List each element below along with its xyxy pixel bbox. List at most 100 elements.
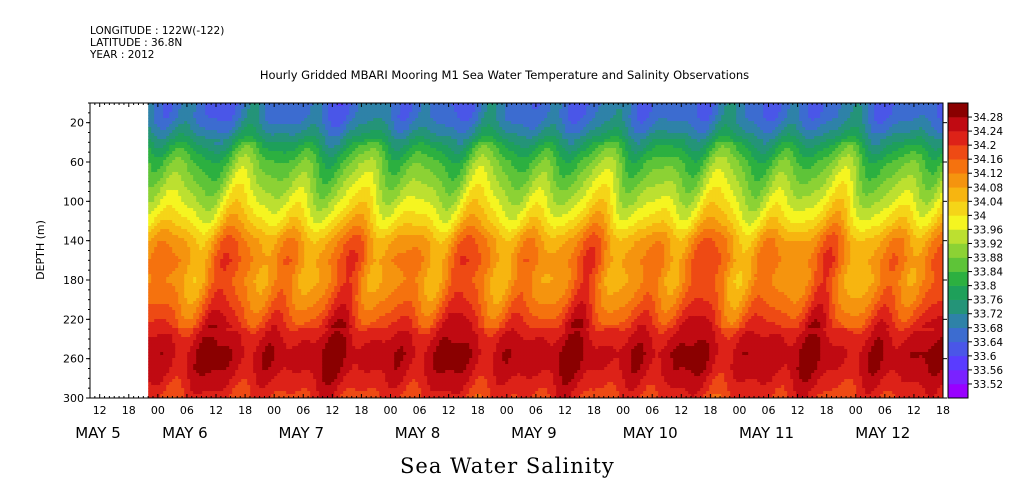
heatmap-cell [280, 331, 284, 335]
heatmap-cell [160, 178, 164, 182]
heatmap-cell [178, 205, 182, 209]
heatmap-cell [286, 214, 290, 218]
heatmap-cell [250, 256, 254, 260]
heatmap-cell [292, 331, 296, 335]
heatmap-cell [265, 133, 269, 137]
heatmap-cell [289, 370, 293, 374]
heatmap-cell [193, 166, 197, 170]
heatmap-cell [265, 256, 269, 260]
heatmap-cell [163, 367, 167, 371]
heatmap-cell [199, 313, 203, 317]
heatmap-cell [184, 349, 188, 353]
heatmap-cell [169, 148, 173, 152]
heatmap-cell [292, 115, 296, 119]
heatmap-cell [277, 232, 281, 236]
heatmap-cell [256, 373, 260, 377]
heatmap-cell [214, 319, 218, 323]
heatmap-cell [211, 139, 215, 143]
heatmap-cell [187, 160, 191, 164]
heatmap-cell [244, 199, 248, 203]
heatmap-cell [208, 196, 212, 200]
heatmap-cell [208, 220, 212, 224]
heatmap-cell [199, 379, 203, 383]
heatmap-cell [160, 151, 164, 155]
heatmap-cell [181, 187, 185, 191]
heatmap-cell [271, 190, 275, 194]
heatmap-cell [253, 349, 257, 353]
heatmap-cell [250, 325, 254, 329]
heatmap-cell [259, 166, 263, 170]
heatmap-cell [256, 247, 260, 251]
heatmap-cell [217, 172, 221, 176]
heatmap-cell [241, 349, 245, 353]
heatmap-cell [226, 160, 230, 164]
heatmap-cell [247, 358, 251, 362]
heatmap-cell [256, 193, 260, 197]
heatmap-cell [256, 376, 260, 380]
heatmap-cell [295, 391, 299, 395]
heatmap-cell [289, 301, 293, 305]
heatmap-cell [217, 262, 221, 266]
heatmap-cell [220, 103, 224, 107]
heatmap-cell [211, 175, 215, 179]
heatmap-cell [268, 343, 272, 347]
heatmap-cell [193, 271, 197, 275]
heatmap-cell [163, 331, 167, 335]
heatmap-cell [154, 367, 158, 371]
heatmap-cell [166, 187, 170, 191]
heatmap-cell [286, 307, 290, 311]
heatmap-cell [286, 268, 290, 272]
heatmap-cell [250, 286, 254, 290]
heatmap-cell [298, 106, 302, 110]
heatmap-cell [253, 286, 257, 290]
heatmap-cell [184, 208, 188, 212]
heatmap-cell [211, 337, 215, 341]
heatmap-cell [232, 247, 236, 251]
heatmap-cell [184, 133, 188, 137]
heatmap-cell [163, 337, 167, 341]
heatmap-cell [184, 256, 188, 260]
heatmap-cell [256, 115, 260, 119]
heatmap-cell [256, 181, 260, 185]
heatmap-cell [151, 358, 155, 362]
heatmap-cell [160, 262, 164, 266]
heatmap-cell [226, 304, 230, 308]
heatmap-cell [196, 280, 200, 284]
heatmap-cell [268, 169, 272, 173]
heatmap-cell [298, 205, 302, 209]
heatmap-cell [256, 289, 260, 293]
heatmap-cell [265, 292, 269, 296]
heatmap-cell [262, 295, 266, 299]
heatmap-cell [229, 229, 233, 233]
heatmap-cell [271, 349, 275, 353]
heatmap-cell [220, 241, 224, 245]
heatmap-cell [256, 136, 260, 140]
heatmap-cell [298, 112, 302, 116]
heatmap-cell [205, 307, 209, 311]
heatmap-cell [169, 358, 173, 362]
heatmap-cell [196, 289, 200, 293]
heatmap-cell [244, 391, 248, 395]
heatmap-cell [166, 244, 170, 248]
heatmap-cell [223, 157, 227, 161]
heatmap-cell [217, 313, 221, 317]
heatmap-cell [247, 364, 251, 368]
heatmap-cell [259, 226, 263, 230]
heatmap-cell [169, 127, 173, 131]
heatmap-cell [235, 229, 239, 233]
heatmap-cell [202, 322, 206, 326]
heatmap-cell [277, 226, 281, 230]
heatmap-cell [292, 244, 296, 248]
heatmap-cell [256, 382, 260, 386]
heatmap-cell [268, 136, 272, 140]
heatmap-cell [268, 160, 272, 164]
heatmap-cell [256, 223, 260, 227]
heatmap-cell [226, 226, 230, 230]
heatmap-cell [274, 124, 278, 128]
heatmap-cell [232, 382, 236, 386]
heatmap-cell [193, 331, 197, 335]
heatmap-cell [295, 376, 299, 380]
heatmap-cell [154, 370, 158, 374]
heatmap-cell [208, 355, 212, 359]
heatmap-cell [220, 349, 224, 353]
